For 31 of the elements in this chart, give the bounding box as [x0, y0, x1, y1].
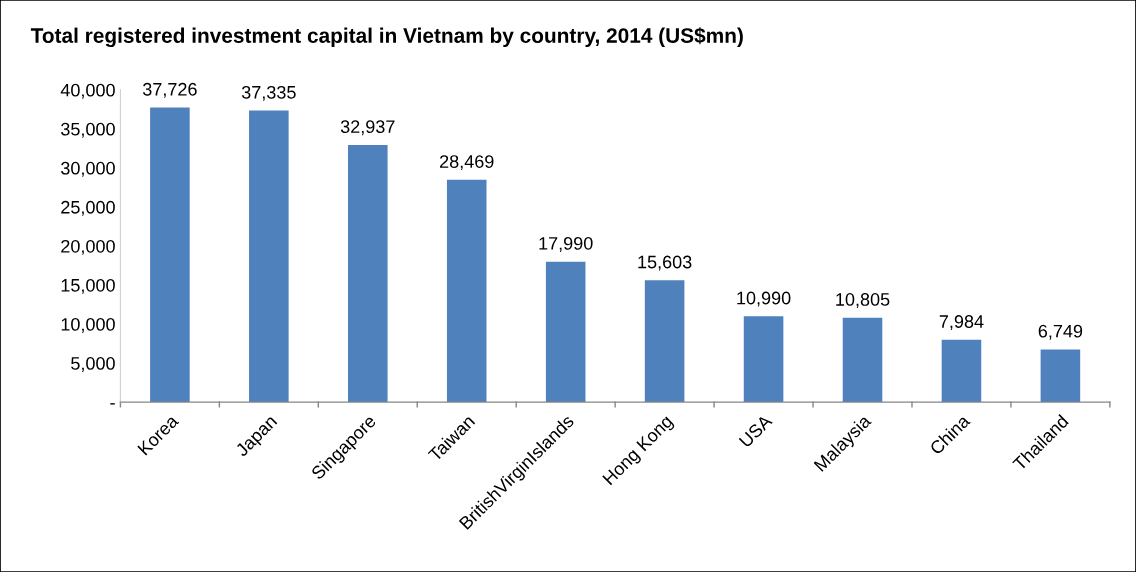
- bar: [1040, 349, 1081, 403]
- bar: [644, 280, 685, 403]
- bar: [347, 144, 388, 403]
- data-label: 6,749: [1038, 324, 1083, 340]
- data-label: 32,937: [340, 120, 395, 136]
- y-tick-label: 15,000: [61, 278, 115, 294]
- bar: [743, 316, 784, 403]
- data-label: 7,984: [939, 315, 984, 331]
- bar: [249, 110, 289, 403]
- data-label: 17,990: [539, 236, 593, 252]
- bar: [842, 317, 883, 403]
- bar: [545, 261, 586, 403]
- y-tick-label: 30,000: [61, 161, 115, 177]
- bar: [150, 107, 190, 403]
- data-label: 37,335: [241, 85, 296, 101]
- y-tick-label: -: [110, 403, 115, 405]
- y-tick-label: 10,000: [61, 317, 115, 333]
- x-tick-label: USA: [738, 413, 773, 448]
- bar: [941, 339, 982, 403]
- data-label: 15,603: [638, 255, 692, 271]
- chart-title: Total registered investment capital in Vietnam by country, 2014 (US$mn): [30, 27, 743, 48]
- y-tick-label: 40,000: [60, 83, 115, 99]
- y-tick-label: 5,000: [71, 357, 115, 372]
- data-label: 28,469: [440, 155, 494, 171]
- y-tick-label: 25,000: [61, 200, 115, 216]
- y-tick-label: 35,000: [61, 122, 115, 138]
- data-label: 10,990: [737, 291, 791, 307]
- y-tick-label: 20,000: [61, 239, 115, 255]
- bar: [446, 179, 487, 403]
- data-label: 10,805: [836, 293, 890, 308]
- data-label: 37,726: [142, 82, 197, 98]
